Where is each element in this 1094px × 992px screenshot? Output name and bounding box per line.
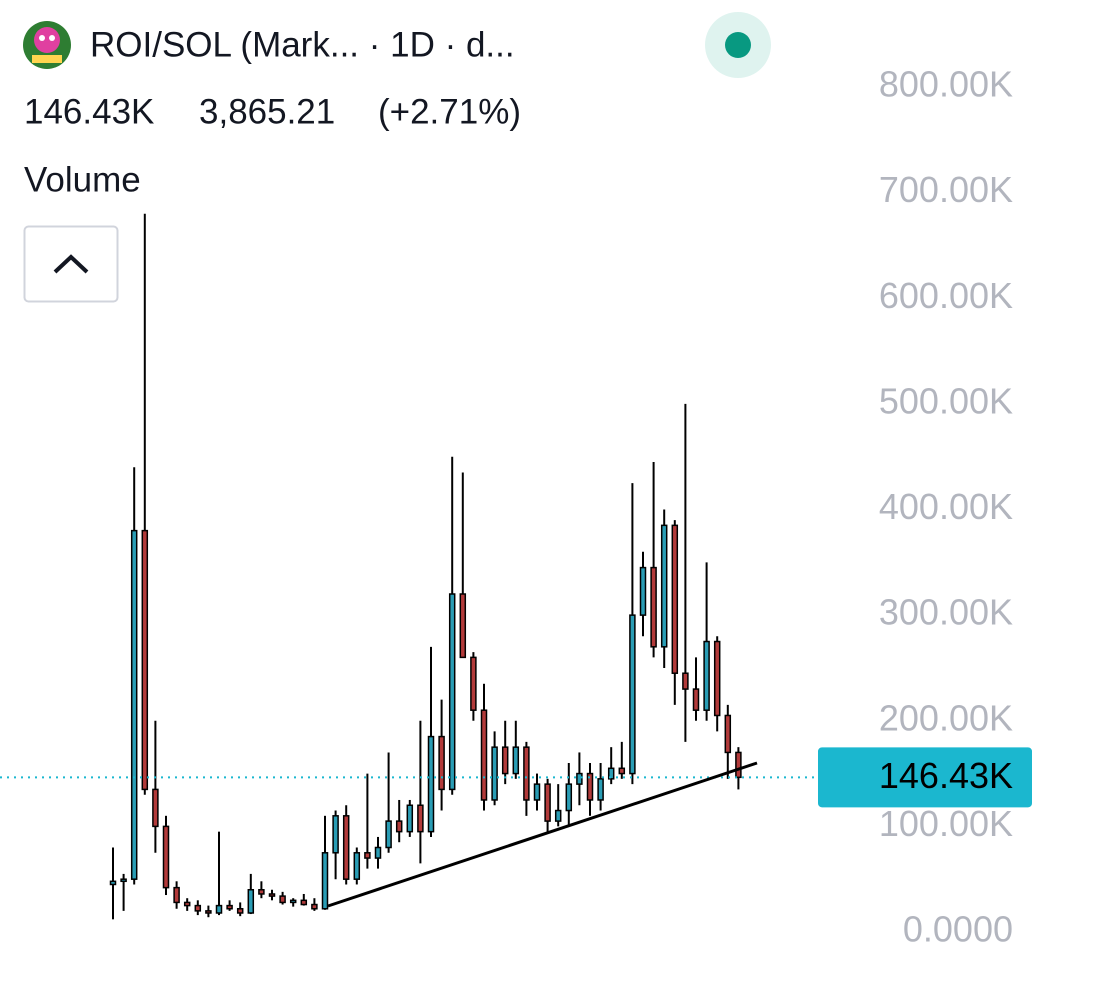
candle-body	[183, 901, 191, 907]
candle-body	[162, 825, 170, 889]
candle-body	[364, 852, 371, 859]
candle-body	[512, 746, 520, 775]
candle-body	[671, 524, 679, 674]
y-tick-label: 200.00K	[879, 697, 1013, 738]
candle-body	[660, 524, 668, 648]
candle-body	[236, 908, 244, 914]
candle-body	[374, 846, 382, 859]
candle-body	[448, 593, 456, 791]
candle-body	[682, 672, 689, 690]
candle-body	[639, 566, 647, 616]
y-tick-label: 400.00K	[879, 486, 1013, 527]
candle-body	[491, 746, 498, 801]
candle-body	[226, 904, 233, 910]
candle-body	[533, 783, 541, 801]
candle-body	[194, 904, 202, 912]
symbol-title[interactable]: ROI/SOL (Mark... · 1D · d...	[90, 25, 515, 64]
symbol-icon	[23, 21, 71, 69]
candle-body	[279, 895, 286, 904]
candle-body	[353, 852, 361, 880]
candle-body	[427, 735, 435, 833]
candle-body	[109, 880, 117, 886]
candle-body	[735, 751, 742, 779]
candle-body	[152, 788, 159, 828]
price-tag-label: 146.43K	[879, 755, 1013, 796]
y-tick-label: 300.00K	[879, 592, 1013, 633]
candle-body	[342, 815, 350, 880]
candle-body	[565, 783, 573, 812]
y-tick-label: 600.00K	[879, 275, 1013, 316]
candle-body	[247, 889, 255, 914]
candle-body	[438, 735, 445, 791]
candle-body	[724, 714, 732, 754]
indicator-label: Volume	[24, 160, 141, 199]
candle-body	[523, 746, 530, 801]
candle-body	[395, 820, 403, 833]
candle-body	[650, 566, 657, 648]
plot	[0, 213, 818, 920]
candle-body	[141, 529, 149, 791]
y-tick-label: 500.00K	[879, 380, 1013, 421]
candle-body	[173, 886, 180, 904]
candle-body	[205, 910, 212, 914]
candle-body	[586, 772, 594, 801]
candle-body	[501, 746, 509, 775]
status-dot[interactable]	[725, 32, 751, 58]
candle-body	[470, 656, 477, 711]
trend-line	[327, 761, 758, 908]
last-price: 146.43K	[24, 92, 154, 131]
price-axis: 0.0000 100.00K 200.00K 300.00K 400.00K 500.00…	[818, 64, 1032, 950]
candle-body	[618, 767, 626, 775]
y-tick-label: 700.00K	[879, 169, 1013, 210]
candle-body	[130, 529, 138, 880]
candle-body	[597, 778, 604, 801]
candle-body	[215, 904, 223, 914]
candle-body	[459, 593, 467, 659]
y-tick-label: 800.00K	[879, 64, 1013, 105]
candle-body	[629, 614, 636, 775]
candle-body	[576, 772, 583, 785]
change: 3,865.21	[199, 92, 335, 131]
y-tick-label: 100.00K	[879, 803, 1013, 844]
candle-body	[703, 640, 710, 711]
candle-body	[300, 899, 308, 906]
candle-body	[554, 809, 562, 822]
candle-body	[120, 878, 127, 883]
candle-body	[480, 709, 488, 801]
change-pct: (+2.71%)	[378, 92, 521, 131]
candle-body	[268, 893, 276, 897]
candle-body	[544, 783, 551, 822]
candle-body	[406, 804, 414, 833]
collapse-button[interactable]	[23, 225, 119, 303]
candle-body	[289, 899, 297, 904]
candle-body	[385, 820, 392, 849]
candle-body	[321, 852, 329, 910]
candle-body	[332, 815, 339, 854]
y-tick-label: 0.0000	[903, 909, 1013, 950]
candle-body	[311, 903, 318, 910]
candle-body	[417, 804, 424, 833]
candle-body	[258, 889, 265, 895]
candle-body	[692, 688, 700, 711]
price-tag	[818, 747, 1032, 808]
candle-body	[713, 640, 721, 717]
candle-body	[607, 767, 615, 780]
